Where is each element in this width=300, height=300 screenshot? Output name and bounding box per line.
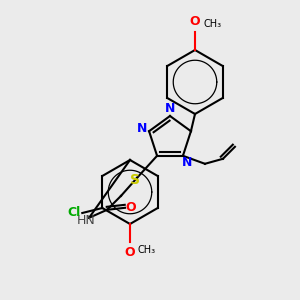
- Text: O: O: [190, 15, 200, 28]
- Text: CH₃: CH₃: [203, 19, 221, 29]
- Text: O: O: [126, 201, 136, 214]
- Text: N: N: [182, 155, 193, 169]
- Text: N: N: [165, 102, 175, 115]
- Text: N: N: [136, 122, 147, 135]
- Text: O: O: [125, 246, 135, 259]
- Text: CH₃: CH₃: [138, 245, 156, 255]
- Text: Cl: Cl: [68, 206, 81, 220]
- Text: S: S: [130, 173, 140, 187]
- Text: HN: HN: [77, 214, 95, 227]
